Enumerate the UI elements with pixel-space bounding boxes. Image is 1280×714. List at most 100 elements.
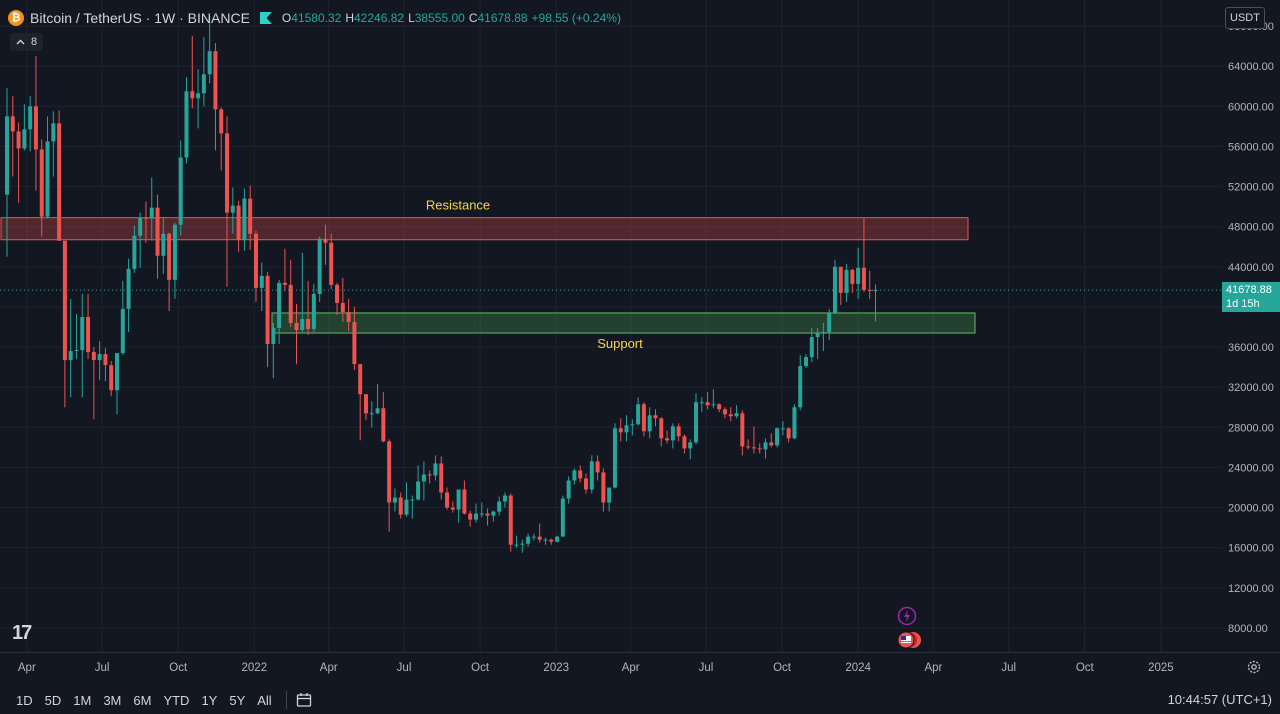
- candle[interactable]: [277, 279, 282, 345]
- candle[interactable]: [543, 537, 548, 545]
- candle[interactable]: [132, 225, 137, 273]
- candle[interactable]: [16, 122, 21, 203]
- candle[interactable]: [271, 322, 276, 379]
- candle[interactable]: [149, 177, 154, 241]
- candle[interactable]: [589, 455, 594, 494]
- candle[interactable]: [51, 111, 56, 177]
- candle[interactable]: [381, 392, 386, 443]
- candle[interactable]: [682, 434, 687, 454]
- candle[interactable]: [421, 461, 426, 501]
- price-axis[interactable]: 8000.00 12000.00 16000.00 20000.00 24000.00 2…: [1228, 21, 1274, 635]
- candle[interactable]: [578, 465, 583, 483]
- candle[interactable]: [213, 43, 218, 151]
- price-chart[interactable]: Resistance Support 8000.00 12000.00 16000.…: [0, 0, 1280, 686]
- candle[interactable]: [705, 392, 710, 410]
- candle[interactable]: [624, 415, 629, 442]
- candle[interactable]: [479, 502, 484, 518]
- candle[interactable]: [352, 306, 357, 371]
- candle[interactable]: [711, 389, 716, 409]
- candle[interactable]: [665, 430, 670, 444]
- candle[interactable]: [259, 262, 264, 311]
- candle[interactable]: [526, 533, 531, 547]
- time-axis[interactable]: Apr Jul Oct 2022 Apr Jul Oct 2023 Apr Jul Oct 2024 A…: [0, 652, 1280, 687]
- candle[interactable]: [109, 361, 114, 397]
- candle[interactable]: [688, 439, 693, 460]
- candle[interactable]: [549, 538, 554, 545]
- candle[interactable]: [22, 104, 27, 151]
- candle[interactable]: [207, 16, 212, 84]
- candle[interactable]: [28, 96, 33, 152]
- candle[interactable]: [74, 313, 79, 360]
- candle[interactable]: [242, 188, 247, 251]
- clock-timezone[interactable]: 10:44:57 (UTC+1): [1167, 692, 1272, 707]
- us-flag-event-icon[interactable]: [896, 630, 924, 650]
- candle[interactable]: [392, 488, 397, 512]
- candle[interactable]: [769, 433, 774, 448]
- candle[interactable]: [404, 482, 409, 517]
- indicators-toggle-button[interactable]: 8: [10, 33, 44, 51]
- candle[interactable]: [45, 116, 50, 219]
- candle[interactable]: [97, 341, 102, 381]
- candle[interactable]: [757, 443, 762, 454]
- candle[interactable]: [514, 535, 519, 548]
- symbol-title[interactable]: Bitcoin / TetherUS · 1W · BINANCE: [30, 10, 250, 26]
- candle[interactable]: [867, 270, 872, 299]
- candle[interactable]: [734, 405, 739, 419]
- candle[interactable]: [80, 293, 85, 398]
- candle[interactable]: [369, 401, 374, 428]
- lightning-event-icon[interactable]: [897, 606, 917, 626]
- candle[interactable]: [138, 212, 143, 268]
- candle[interactable]: [607, 487, 612, 512]
- candle[interactable]: [676, 423, 681, 442]
- candle[interactable]: [497, 496, 502, 516]
- candle[interactable]: [196, 69, 201, 129]
- candle[interactable]: [346, 298, 351, 332]
- candle[interactable]: [103, 348, 108, 382]
- candle[interactable]: [57, 110, 62, 241]
- candle[interactable]: [844, 263, 849, 302]
- candle[interactable]: [636, 397, 641, 426]
- candle[interactable]: [838, 266, 843, 305]
- candle[interactable]: [508, 493, 513, 552]
- candle[interactable]: [775, 427, 780, 448]
- candle[interactable]: [873, 284, 878, 322]
- candle[interactable]: [288, 259, 293, 328]
- candle[interactable]: [601, 468, 606, 512]
- candle[interactable]: [317, 236, 322, 302]
- candle[interactable]: [398, 492, 403, 519]
- candle[interactable]: [230, 187, 235, 234]
- range-5y-button[interactable]: 5Y: [229, 692, 246, 708]
- candle[interactable]: [804, 354, 809, 369]
- candle[interactable]: [717, 403, 722, 413]
- candle[interactable]: [445, 487, 450, 510]
- candle[interactable]: [861, 217, 866, 292]
- candle[interactable]: [491, 510, 496, 522]
- candle[interactable]: [792, 404, 797, 440]
- candle[interactable]: [560, 495, 565, 537]
- candle[interactable]: [265, 271, 270, 368]
- candle[interactable]: [225, 116, 230, 287]
- candle[interactable]: [155, 194, 160, 279]
- candle[interactable]: [306, 280, 311, 336]
- candle[interactable]: [184, 77, 189, 164]
- candle[interactable]: [62, 240, 67, 408]
- candle[interactable]: [416, 465, 421, 501]
- candle[interactable]: [520, 539, 525, 553]
- candle[interactable]: [584, 473, 588, 494]
- gear-icon[interactable]: [1246, 659, 1262, 675]
- candle[interactable]: [740, 410, 745, 456]
- candle[interactable]: [456, 489, 461, 523]
- candle[interactable]: [856, 247, 861, 299]
- candle[interactable]: [566, 476, 571, 504]
- support-zone[interactable]: [271, 312, 976, 334]
- candle[interactable]: [10, 96, 15, 177]
- tradingview-logo[interactable]: 17: [12, 622, 32, 644]
- candle[interactable]: [555, 535, 560, 543]
- candle[interactable]: [722, 407, 727, 419]
- candle[interactable]: [439, 456, 444, 500]
- candle[interactable]: [659, 417, 664, 447]
- candle[interactable]: [236, 200, 241, 252]
- candle[interactable]: [827, 308, 832, 341]
- candle[interactable]: [329, 233, 334, 289]
- candle[interactable]: [618, 418, 623, 442]
